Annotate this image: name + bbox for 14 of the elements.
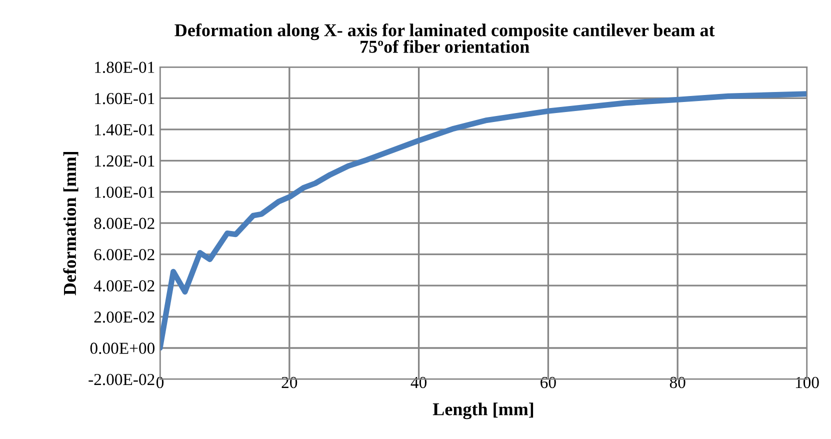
y-tick-label: 1.20E-01 xyxy=(95,155,154,167)
chart-title: Deformation along X- axis for laminated composite cantilever beam at 75ºof fiber orientation xyxy=(174,23,715,53)
y-tick-label: 0.00E+00 xyxy=(90,342,155,354)
y-tick-label: 6.00E-02 xyxy=(94,249,154,260)
y-tick-label: 1.40E-01 xyxy=(95,124,154,136)
y-tick-label: 4.00E-02 xyxy=(94,280,154,292)
y-tick-label: 1.60E-01 xyxy=(95,92,154,104)
y-tick-label: 8.00E-02 xyxy=(94,218,154,230)
y-tick-label: 1.80E-01 xyxy=(95,62,154,74)
y-tick-label: 1.00E-01 xyxy=(95,186,154,198)
y-tick-label: 2.00E-02 xyxy=(94,311,154,323)
y-axis-title: Deformation [mm] xyxy=(63,152,78,296)
x-axis-title: Length [mm] xyxy=(432,402,534,420)
y-tick-label: -2.00E-02 xyxy=(88,374,154,386)
